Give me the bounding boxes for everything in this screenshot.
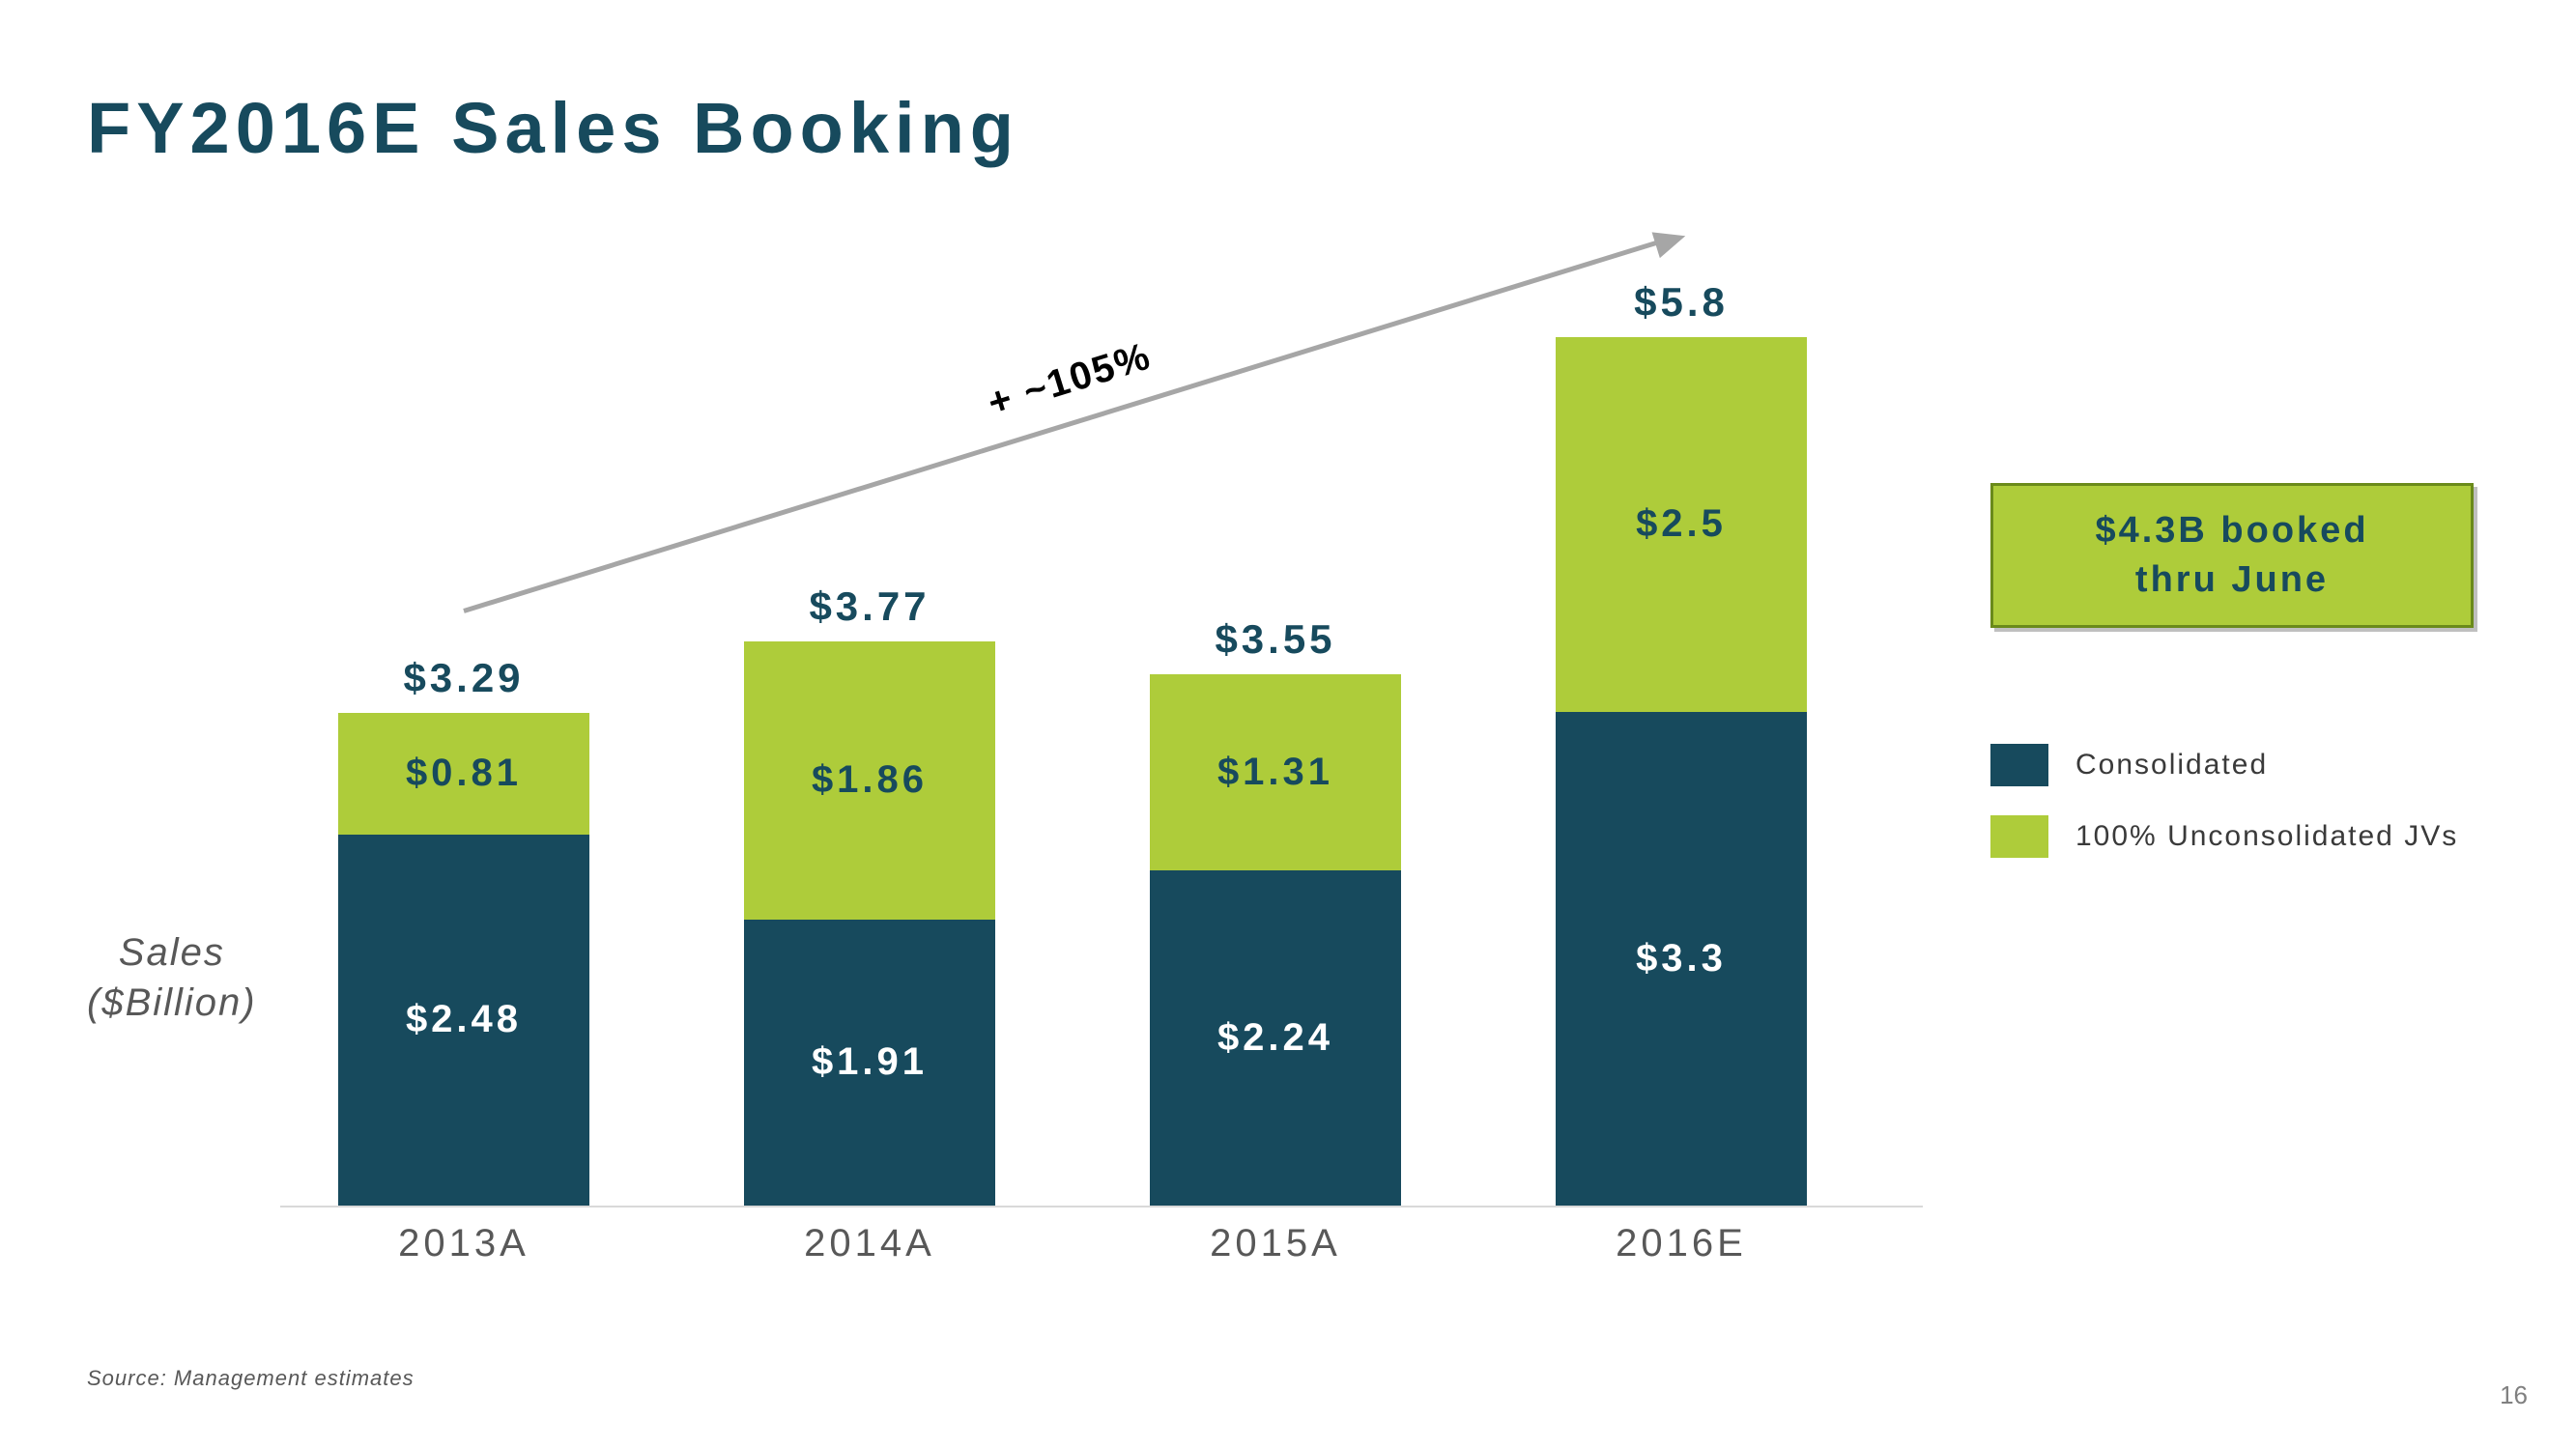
x-axis-label: 2013A	[338, 1222, 589, 1265]
bar-segment-consolidated: $1.91	[744, 920, 995, 1206]
legend: Consolidated 100% Unconsolidated JVs	[1990, 744, 2458, 887]
bar-total-label: $3.77	[744, 583, 995, 630]
legend-item: Consolidated	[1990, 744, 2458, 786]
bar-segment-unconsolidated: $1.31	[1150, 674, 1401, 870]
bar-group: $3.29$0.81$2.48	[338, 713, 589, 1206]
trend-arrow-head	[1652, 223, 1690, 258]
legend-item: 100% Unconsolidated JVs	[1990, 815, 2458, 858]
trend-arrow	[463, 241, 1656, 613]
page-title: FY2016E Sales Booking	[87, 87, 1019, 169]
callout-line1: $4.3B booked	[2095, 510, 2368, 551]
callout-booked: $4.3B booked thru June	[1990, 483, 2474, 628]
bar-total-label: $3.55	[1150, 616, 1401, 663]
bar-group: $5.8$2.5$3.3	[1556, 337, 1807, 1206]
bar-segment-consolidated: $2.24	[1150, 870, 1401, 1206]
x-axis-label: 2014A	[744, 1222, 995, 1265]
bar-total-label: $3.29	[338, 655, 589, 701]
page-number: 16	[2500, 1380, 2528, 1410]
y-axis-label: Sales ($Billion)	[87, 927, 257, 1028]
bar-segment-unconsolidated: $0.81	[338, 713, 589, 835]
bar-segment-consolidated: $2.48	[338, 835, 589, 1206]
x-axis-label: 2016E	[1556, 1222, 1807, 1265]
legend-swatch	[1990, 744, 2048, 786]
bar-segment-unconsolidated: $1.86	[744, 641, 995, 920]
legend-swatch	[1990, 815, 2048, 858]
callout-line2: thru June	[2135, 559, 2329, 600]
ylabel-line2: ($Billion)	[87, 981, 257, 1024]
bar-group: $3.77$1.86$1.91	[744, 641, 995, 1206]
x-axis-label: 2015A	[1150, 1222, 1401, 1265]
trend-arrow-label: + ~105%	[983, 334, 1157, 425]
bar-segment-consolidated: $3.3	[1556, 712, 1807, 1207]
bar-group: $3.55$1.31$2.24	[1150, 674, 1401, 1206]
legend-label: 100% Unconsolidated JVs	[2075, 820, 2458, 853]
sales-chart: $3.29$0.81$2.48$3.77$1.86$1.91$3.55$1.31…	[280, 309, 1923, 1208]
ylabel-line1: Sales	[119, 931, 225, 974]
legend-label: Consolidated	[2075, 749, 2268, 781]
bar-total-label: $5.8	[1556, 279, 1807, 326]
source-note: Source: Management estimates	[87, 1366, 415, 1391]
bar-segment-unconsolidated: $2.5	[1556, 337, 1807, 712]
plot-area: $3.29$0.81$2.48$3.77$1.86$1.91$3.55$1.31…	[280, 309, 1923, 1208]
